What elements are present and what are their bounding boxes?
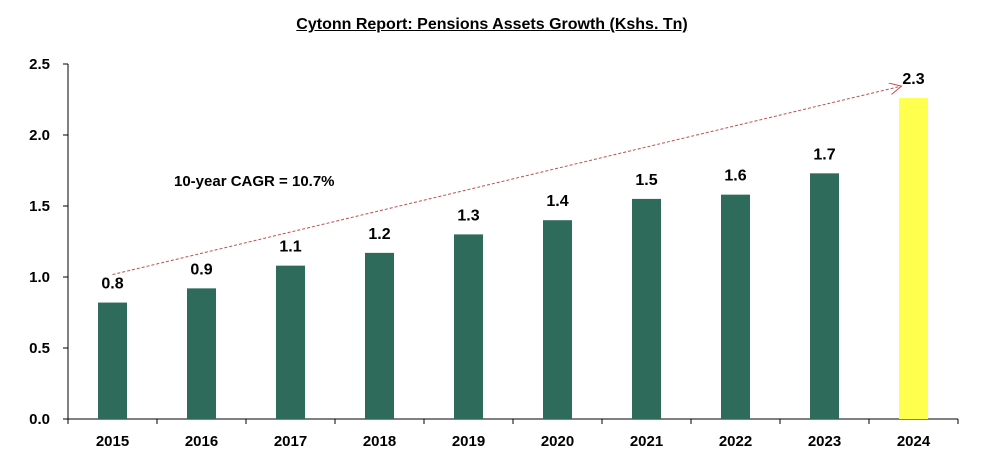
x-tick-label-2019: 2019: [452, 433, 485, 450]
bar-2024: [899, 98, 928, 419]
x-tick-label-2023: 2023: [808, 433, 841, 450]
x-tick-label-2016: 2016: [185, 433, 218, 450]
bar-2018: [365, 252, 394, 419]
data-label-2018: 1.2: [368, 226, 390, 243]
x-tick-label-2024: 2024: [897, 433, 931, 450]
trend-arrow-group: [112, 86, 902, 276]
data-label-2024: 2.3: [902, 71, 924, 88]
data-label-2019: 1.3: [457, 207, 479, 224]
bar-2015: [98, 302, 127, 419]
y-tick-label: 0.5: [29, 340, 50, 357]
x-tick-label-2022: 2022: [719, 433, 752, 450]
y-tick-label: 1.5: [29, 198, 50, 215]
x-tick-label-2015: 2015: [96, 433, 129, 450]
y-tick-label: 2.0: [29, 127, 50, 144]
chart-title: Cytonn Report: Pensions Assets Growth (K…: [296, 16, 688, 33]
bar-2023: [810, 173, 839, 419]
x-tick-label-2020: 2020: [541, 433, 574, 450]
data-label-2017: 1.1: [279, 239, 301, 256]
x-tick-label-2018: 2018: [363, 433, 396, 450]
cagr-annotation: 10-year CAGR = 10.7%: [174, 173, 335, 190]
trend-arrow: [112, 86, 902, 276]
bars: [98, 98, 928, 419]
y-tick-label: 1.0: [29, 269, 50, 286]
data-label-2020: 1.4: [546, 193, 568, 210]
data-label-2021: 1.5: [635, 172, 657, 189]
bar-2022: [721, 194, 750, 419]
bar-2021: [632, 198, 661, 419]
data-labels: 0.8 0.9 1.1 1.2 1.3 1.4 1.5 1.6 1.7 2.3: [101, 71, 924, 292]
bar-2019: [454, 234, 483, 419]
x-tick-label-2017: 2017: [274, 433, 307, 450]
x-tick-label-2021: 2021: [630, 433, 663, 450]
bar-2016: [187, 288, 216, 419]
y-tick-label: 2.5: [29, 56, 50, 73]
bar-2017: [276, 265, 305, 419]
data-label-2016: 0.9: [190, 261, 212, 278]
axes: 0.0 0.5 1.0 1.5 2.0 2.5 2015 2016 2017 2018 2019 20…: [29, 56, 959, 450]
data-label-2023: 1.7: [813, 146, 835, 163]
data-label-2015: 0.8: [101, 276, 123, 293]
y-tick-label: 0.0: [29, 411, 50, 428]
bar-2020: [543, 220, 572, 419]
data-label-2022: 1.6: [724, 168, 746, 185]
